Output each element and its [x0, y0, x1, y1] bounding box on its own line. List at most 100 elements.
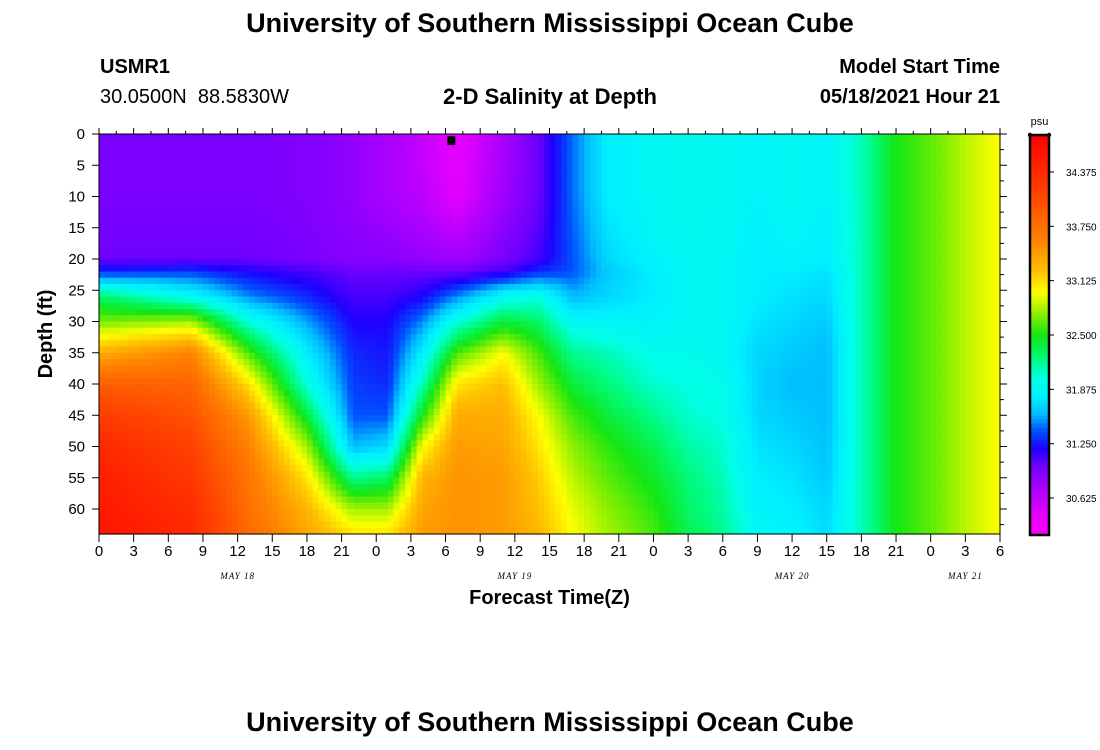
heatmap-cell: [532, 446, 539, 454]
heatmap-cell: [104, 509, 112, 516]
heatmap-cell: [347, 365, 354, 373]
heatmap-cell: [237, 340, 244, 348]
heatmap-cell: [202, 484, 210, 491]
heatmap-cell: [468, 421, 476, 429]
heatmap-cell: [480, 515, 487, 523]
heatmap-cell: [116, 465, 123, 473]
heatmap-cell: [416, 171, 424, 179]
heatmap-cell: [428, 246, 435, 254]
heatmap-cell: [168, 415, 175, 423]
heatmap-cell: [168, 452, 175, 460]
heatmap-cell: [422, 309, 429, 316]
heatmap-cell: [532, 459, 539, 466]
heatmap-cell: [208, 459, 216, 466]
heatmap-cell: [324, 365, 331, 373]
heatmap-cell: [364, 502, 372, 510]
heatmap-cell: [110, 309, 117, 316]
heatmap-cell: [480, 184, 487, 191]
heatmap-cell: [306, 315, 314, 323]
heatmap-cell: [347, 227, 354, 235]
heatmap-cell: [485, 477, 493, 485]
heatmap-cell: [503, 290, 510, 298]
heatmap-cell: [532, 265, 539, 273]
heatmap-cell: [370, 477, 377, 485]
heatmap-cell: [376, 221, 383, 229]
heatmap-cell: [416, 227, 424, 235]
heatmap-cell: [191, 234, 198, 241]
heatmap-cell: [243, 234, 250, 241]
heatmap-cell: [266, 146, 273, 154]
heatmap-cell: [191, 471, 198, 479]
heatmap-cell: [497, 196, 504, 204]
heatmap-cell: [364, 521, 372, 529]
heatmap-cell: [520, 165, 527, 173]
heatmap-cell: [116, 309, 123, 316]
heatmap-cell: [480, 340, 487, 348]
heatmap-cell: [127, 365, 135, 373]
heatmap-cell: [208, 521, 216, 529]
heatmap-cell: [324, 246, 331, 254]
heatmap-cell: [174, 452, 181, 460]
heatmap-cell: [318, 527, 325, 535]
heatmap-cell: [99, 421, 106, 429]
heatmap-cell: [520, 321, 527, 329]
heatmap-cell: [312, 390, 320, 398]
heatmap-cell: [301, 290, 308, 298]
heatmap-cell: [451, 409, 458, 416]
heatmap-cell: [370, 259, 377, 266]
heatmap-cell: [433, 221, 441, 229]
heatmap-cell: [468, 465, 476, 473]
heatmap-cell: [457, 440, 464, 448]
heatmap-cell: [150, 334, 158, 341]
heatmap-cell: [474, 390, 481, 398]
heatmap-cell: [260, 402, 268, 410]
heatmap-cell: [405, 165, 412, 173]
heatmap-cell: [179, 459, 187, 466]
heatmap-cell: [428, 196, 435, 204]
heatmap-cell: [393, 271, 400, 279]
heatmap-cell: [382, 302, 389, 310]
heatmap-cell: [387, 246, 395, 254]
heatmap-cell: [376, 390, 383, 398]
heatmap-cell: [543, 365, 551, 373]
heatmap-cell: [462, 159, 470, 166]
heatmap-cell: [347, 415, 354, 423]
heatmap-cell: [237, 252, 244, 260]
heatmap-cell: [116, 452, 123, 460]
heatmap-cell: [301, 215, 308, 223]
heatmap-cell: [399, 265, 406, 273]
heatmap-cell: [485, 521, 493, 529]
heatmap-cell: [260, 421, 268, 429]
heatmap-cell: [174, 384, 181, 391]
heatmap-cell: [433, 252, 441, 260]
heatmap-cell: [491, 146, 499, 154]
heatmap-cell: [214, 202, 221, 210]
heatmap-cell: [174, 396, 181, 404]
heatmap-cell: [150, 234, 158, 241]
heatmap-cell: [295, 271, 302, 279]
heatmap-cell: [451, 346, 458, 354]
heatmap-cell: [532, 509, 539, 516]
heatmap-cell: [532, 415, 539, 423]
heatmap-cell: [249, 521, 256, 529]
heatmap-cell: [341, 146, 348, 154]
heatmap-cell: [485, 327, 493, 335]
heatmap-cell: [145, 265, 152, 273]
heatmap-cell: [174, 321, 181, 329]
heatmap-cell: [543, 315, 551, 323]
heatmap-cell: [335, 252, 343, 260]
heatmap-cell: [104, 434, 112, 441]
heatmap-cell: [220, 352, 227, 360]
heatmap-cell: [358, 409, 366, 416]
heatmap-cell: [422, 321, 429, 329]
heatmap-cell: [220, 221, 227, 229]
heatmap-cell: [399, 165, 406, 173]
heatmap-cell: [428, 390, 435, 398]
heatmap-cell: [410, 221, 418, 229]
heatmap-cell: [122, 465, 129, 473]
heatmap-cell: [497, 215, 504, 223]
heatmap-cell: [526, 346, 533, 354]
heatmap-cell: [537, 209, 545, 216]
heatmap-cell: [237, 527, 244, 535]
heatmap-cell: [514, 190, 522, 198]
